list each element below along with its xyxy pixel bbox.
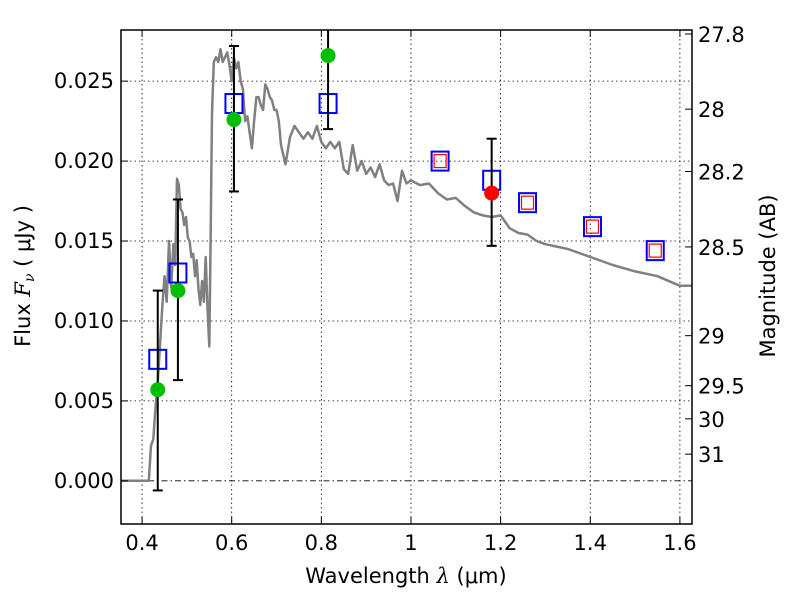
observed-green-point (226, 112, 242, 128)
synthetic-flux-square (645, 240, 665, 262)
x-axis-label-text: Wavelength (305, 564, 436, 588)
x-tick-label: 1.6 (663, 531, 696, 555)
y-right-tick-label: 29.5 (698, 375, 745, 399)
plot-area (121, 30, 692, 492)
y-tick-label: 0.025 (54, 69, 114, 93)
x-axis: 0.4 0.6 0.8 1 1.2 1.4 1.6 (125, 30, 697, 555)
x-axis-label: Wavelength λ (μm) (305, 564, 506, 588)
y-axis-label-text: Flux (11, 297, 35, 347)
observed-red-point (484, 185, 500, 201)
y-right-tick-label: 30 (698, 408, 725, 432)
x-axis-label-unit: (μm) (450, 564, 507, 588)
y-tick-label: 0.015 (54, 229, 114, 253)
y-axis-right: 27.8 28 28.2 28.5 29 29.5 30 31 (685, 23, 745, 467)
y-right-tick-label: 28.2 (698, 160, 745, 184)
y-tick-label: 0.010 (54, 309, 114, 333)
axes-frame (120, 29, 693, 525)
y-tick-label: 0.005 (54, 389, 114, 413)
y-axis-right-label: Magnitude (AB) (756, 194, 780, 357)
y-axis-label: Flux Fν ( μJy ) (11, 205, 38, 347)
x-tick-label: 0.8 (305, 531, 338, 555)
synthetic-flux-square (583, 216, 603, 238)
synthetic-flux-square-red (433, 153, 447, 169)
y-axis-label-symbol: F (11, 281, 35, 298)
synthetic-flux-square-red (585, 219, 600, 234)
observed-green-point (150, 382, 166, 398)
x-axis-label-symbol: λ (436, 564, 450, 588)
y-right-tick-label: 31 (698, 443, 725, 467)
synthetic-flux-square-red (520, 195, 535, 210)
synthetic-flux-square (518, 192, 538, 214)
x-tick-label: 1 (404, 531, 417, 555)
y-axis-label-unit: ( μJy ) (11, 205, 35, 273)
y-tick-label: 0.020 (54, 149, 114, 173)
y-axis-label-subscript: ν (22, 273, 38, 282)
y-right-tick-label: 27.8 (698, 23, 745, 47)
y-right-tick-label: 28 (698, 98, 725, 122)
y-tick-label: 0.000 (54, 469, 114, 493)
synthetic-flux-square (430, 150, 450, 172)
x-tick-label: 1.4 (574, 531, 607, 555)
x-tick-label: 0.6 (215, 531, 248, 555)
x-tick-label: 1.2 (484, 531, 517, 555)
x-tick-label: 0.4 (125, 531, 158, 555)
y-right-tick-label: 28.5 (698, 236, 745, 260)
model-spectrum-line (121, 47, 692, 483)
y-right-tick-label: 29 (698, 325, 725, 349)
synthetic-flux-square-red (648, 243, 662, 258)
observed-green-point (170, 283, 186, 299)
y-axis-left: 0.000 0.005 0.010 0.015 0.020 0.025 (54, 69, 128, 493)
observed-green-point (320, 48, 336, 64)
